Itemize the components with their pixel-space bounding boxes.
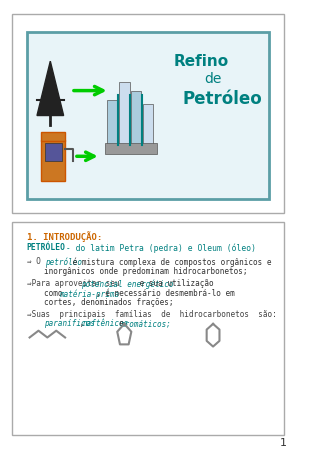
Text: petróleo: petróleo [45, 257, 82, 267]
FancyBboxPatch shape [27, 32, 269, 199]
FancyBboxPatch shape [105, 143, 157, 154]
Polygon shape [37, 61, 64, 116]
Text: cortes, denominados frações;: cortes, denominados frações; [44, 298, 174, 307]
Text: como: como [44, 289, 68, 298]
Text: - do latim Petra (pedra) e Oleum (óleo): - do latim Petra (pedra) e Oleum (óleo) [61, 243, 256, 253]
Text: potencial energético: potencial energético [81, 279, 173, 289]
Text: aromáticos;: aromáticos; [120, 319, 171, 328]
Text: , é necessário desmembrá-lo em: , é necessário desmembrá-lo em [96, 289, 235, 298]
FancyBboxPatch shape [12, 222, 284, 435]
FancyBboxPatch shape [131, 91, 141, 145]
Text: ⇒Suas  principais  famílias  de  hidrocarbonetos  são:: ⇒Suas principais famílias de hidrocarbon… [27, 310, 276, 319]
Text: e: e [110, 319, 129, 328]
Text: e sua utilização: e sua utilização [135, 279, 213, 288]
FancyBboxPatch shape [45, 143, 61, 161]
Text: paraníficos: paraníficos [44, 319, 95, 328]
Text: Refino: Refino [174, 53, 229, 69]
Text: é mistura complexa de compostos orgânicos e: é mistura complexa de compostos orgânico… [68, 257, 272, 267]
FancyBboxPatch shape [143, 104, 153, 145]
Text: matéria-prima: matéria-prima [59, 289, 119, 299]
Text: de: de [204, 72, 222, 86]
Text: PETRÓLEO: PETRÓLEO [27, 243, 66, 252]
FancyBboxPatch shape [12, 14, 284, 213]
Text: naftênicos: naftênicos [82, 319, 129, 328]
Text: ,: , [75, 319, 89, 328]
FancyBboxPatch shape [107, 100, 118, 145]
Text: inorgânicos onde predominam hidrocarbonetos;: inorgânicos onde predominam hidrocarbone… [44, 267, 248, 276]
Text: 1: 1 [280, 439, 287, 448]
FancyBboxPatch shape [41, 140, 65, 181]
FancyBboxPatch shape [41, 132, 65, 141]
Text: 1. INTRODUÇÃO:: 1. INTRODUÇÃO: [27, 231, 102, 242]
Text: ⇒ O: ⇒ O [27, 257, 45, 266]
Text: ⇒Para aproveitar seu: ⇒Para aproveitar seu [27, 279, 124, 288]
FancyBboxPatch shape [119, 82, 130, 145]
Text: Petróleo: Petróleo [182, 90, 262, 108]
